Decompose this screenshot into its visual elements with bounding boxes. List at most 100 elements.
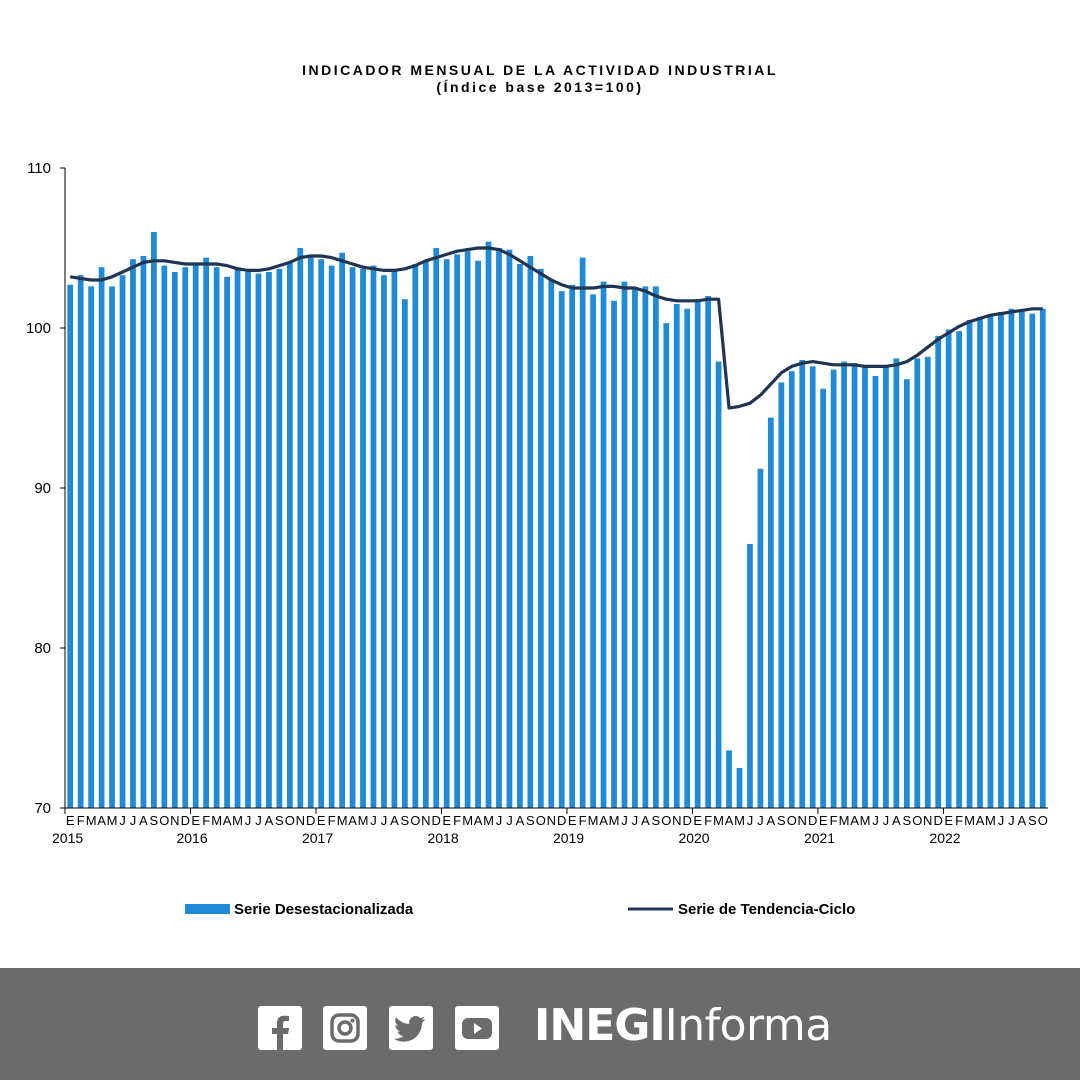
x-month-label: J	[747, 813, 754, 828]
bar-66	[757, 468, 764, 808]
x-month-label: D	[934, 813, 943, 828]
bar-65	[747, 544, 753, 808]
bar-82	[924, 356, 931, 808]
x-month-label: E	[317, 813, 326, 828]
x-month-label: M	[839, 813, 850, 828]
x-month-label: N	[170, 813, 179, 828]
x-month-label: J	[998, 813, 1005, 828]
axes	[60, 167, 1048, 814]
bar-1	[77, 275, 84, 808]
youtube-icon[interactable]	[455, 1006, 499, 1050]
x-month-label: N	[798, 813, 807, 828]
bar-14	[213, 267, 220, 808]
bar-30	[381, 275, 387, 808]
bar-83	[935, 336, 942, 808]
x-month-label: A	[516, 813, 525, 828]
trend-line	[69, 246, 1043, 410]
bar-67	[768, 417, 774, 808]
facebook-icon[interactable]	[258, 1006, 302, 1050]
x-month-label: D	[181, 813, 190, 828]
footer-bar: INEGIInforma	[0, 968, 1080, 1080]
bar-37	[454, 254, 461, 808]
x-year-label-2017: 2017	[302, 830, 333, 846]
bar-38	[464, 251, 471, 808]
bar-93	[1039, 308, 1046, 808]
x-month-label: J	[883, 813, 890, 828]
x-month-label: M	[985, 813, 996, 828]
instagram-icon[interactable]	[323, 1006, 367, 1050]
bar-29	[370, 265, 377, 809]
bar-91	[1018, 310, 1025, 808]
x-month-label: F	[453, 813, 461, 828]
bar-78	[883, 366, 889, 808]
bar-7	[140, 256, 147, 808]
x-month-label: M	[211, 813, 222, 828]
bar-52	[611, 300, 617, 808]
bar-34	[422, 260, 429, 808]
x-month-label: M	[734, 813, 745, 828]
bar-16	[234, 267, 241, 808]
y-tick-label-70: 70	[34, 800, 51, 817]
x-month-label: J	[381, 813, 388, 828]
bar-54	[632, 288, 638, 808]
bar-57	[663, 323, 670, 808]
bar-5	[119, 275, 126, 808]
legend-label-bars: Serie Desestacionalizada	[234, 901, 414, 918]
x-month-label: J	[872, 813, 879, 828]
y-tick-label-90: 90	[34, 480, 51, 497]
bar-12	[192, 264, 199, 808]
x-month-label: J	[255, 813, 262, 828]
bar-31	[391, 268, 398, 808]
x-month-label: J	[1008, 813, 1015, 828]
bar-0	[67, 284, 74, 808]
x-month-label: M	[107, 813, 118, 828]
x-month-label: J	[130, 813, 137, 828]
y-tick-label-100: 100	[26, 320, 51, 337]
x-month-label: A	[139, 813, 148, 828]
bar-24	[318, 259, 325, 808]
x-month-label: M	[86, 813, 97, 828]
bar-55	[642, 286, 649, 808]
x-month-label: O	[787, 813, 797, 828]
x-month-label: A	[850, 813, 859, 828]
x-year-label-2018: 2018	[427, 830, 458, 846]
x-month-label: F	[830, 813, 838, 828]
x-month-label: O	[912, 813, 922, 828]
twitter-icon[interactable]	[389, 1006, 433, 1050]
bar-68	[778, 382, 785, 808]
bar-47	[558, 291, 565, 808]
bar-18	[255, 273, 262, 809]
x-month-label: A	[97, 813, 106, 828]
x-month-label: F	[77, 813, 85, 828]
bar-58	[673, 304, 680, 808]
bar-26	[339, 252, 345, 809]
x-month-label: O	[661, 813, 671, 828]
x-month-label: S	[902, 813, 911, 828]
x-month-label: A	[348, 813, 357, 828]
x-month-label: D	[808, 813, 817, 828]
x-month-label: A	[599, 813, 608, 828]
x-month-label: J	[119, 813, 126, 828]
x-month-label: A	[892, 813, 901, 828]
bar-32	[401, 299, 408, 808]
bar-63	[726, 750, 732, 808]
x-month-label: E	[944, 813, 953, 828]
bar-86	[966, 320, 973, 808]
x-month-label: S	[150, 813, 159, 828]
x-month-label: A	[265, 813, 274, 828]
x-month-label: J	[370, 813, 377, 828]
bar-75	[851, 363, 858, 808]
x-month-label: M	[964, 813, 975, 828]
bar-40	[485, 241, 492, 809]
x-month-label: M	[232, 813, 243, 828]
x-month-label: M	[483, 813, 494, 828]
bar-64	[736, 768, 743, 808]
x-month-label: N	[547, 813, 556, 828]
bar-88	[987, 315, 994, 808]
bar-74	[841, 361, 847, 808]
bar-22	[297, 248, 304, 808]
bar-25	[328, 265, 335, 809]
legend: Serie Desestacionalizada Serie de Tenden…	[185, 901, 855, 918]
